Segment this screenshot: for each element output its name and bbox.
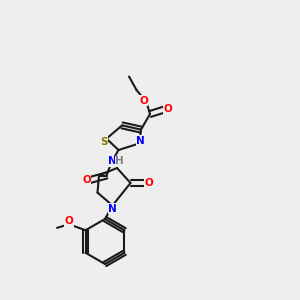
Text: N: N	[108, 203, 117, 214]
Text: N: N	[108, 156, 117, 166]
Text: O: O	[139, 95, 148, 106]
Text: O: O	[145, 178, 154, 188]
Text: H: H	[115, 156, 124, 166]
Text: O: O	[82, 175, 91, 185]
Text: S: S	[100, 136, 108, 147]
Text: O: O	[64, 216, 74, 226]
Text: O: O	[164, 104, 172, 115]
Text: N: N	[136, 136, 145, 146]
